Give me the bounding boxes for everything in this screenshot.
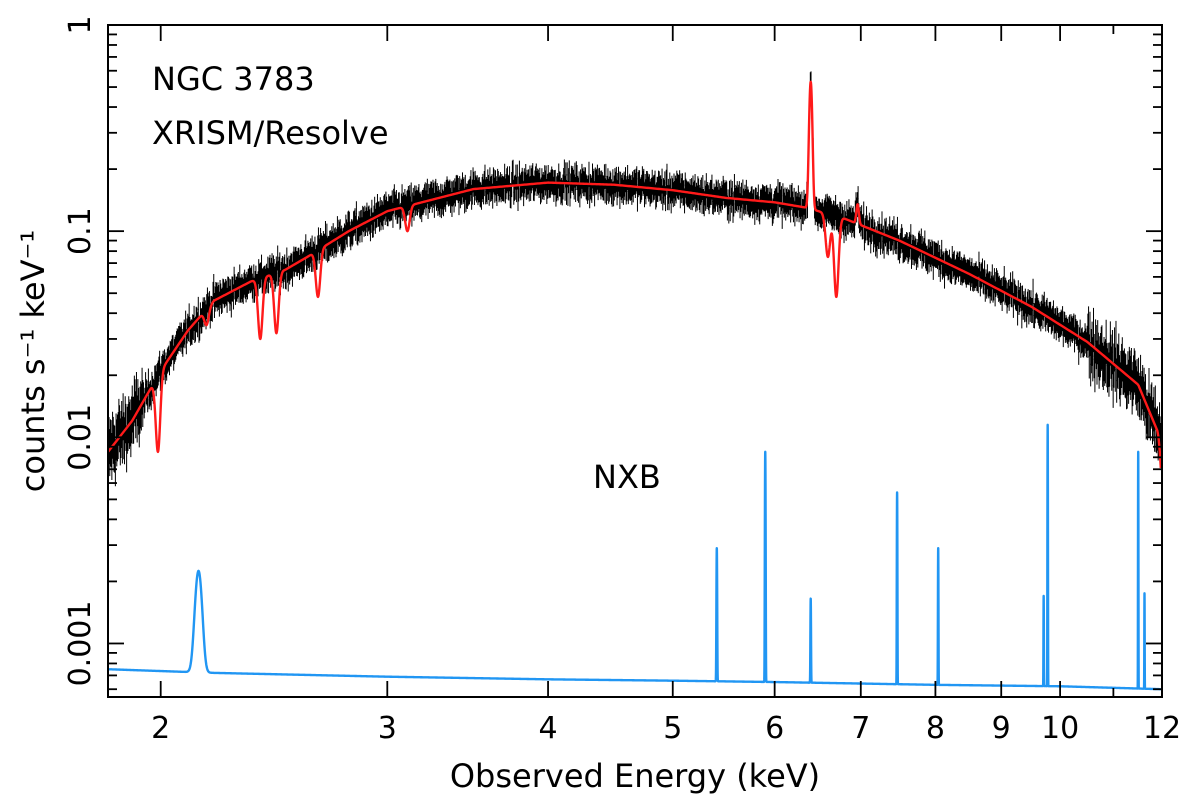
x-tick-label: 7 [851,711,870,746]
nxb-series-line [107,423,1161,691]
model-series-line [107,80,1163,469]
y-tick-label: 0.01 [63,404,98,471]
x-tick-label: 4 [539,711,558,746]
y-axis-title: counts s⁻¹ keV⁻¹ [14,230,52,492]
x-tick-label: 5 [663,711,682,746]
x-tick-label: 9 [992,711,1011,746]
x-tick-label: 12 [1143,711,1181,746]
annotation-target-name: NGC 3783 [152,60,315,98]
y-tick-label: 1 [63,15,98,34]
y-tick-label: 0.1 [63,207,98,255]
x-tick-label: 2 [151,711,170,746]
plot-frame [107,24,1163,698]
annotation-instrument: XRISM/Resolve [152,114,389,152]
y-tick-label: 0.001 [63,601,98,687]
x-tick-label: 10 [1041,711,1079,746]
x-axis-title: Observed Energy (keV) [450,757,820,795]
x-tick-label: 8 [926,711,945,746]
nxb-series-label: NXB [593,458,661,496]
x-tick-label: 6 [765,711,784,746]
series-layer [107,71,1163,691]
x-tick-label: 3 [378,711,397,746]
tick-labels: 2 3 4 5 6 7 8 9 10 12 0.001 0.01 0.1 1 [63,15,1181,746]
